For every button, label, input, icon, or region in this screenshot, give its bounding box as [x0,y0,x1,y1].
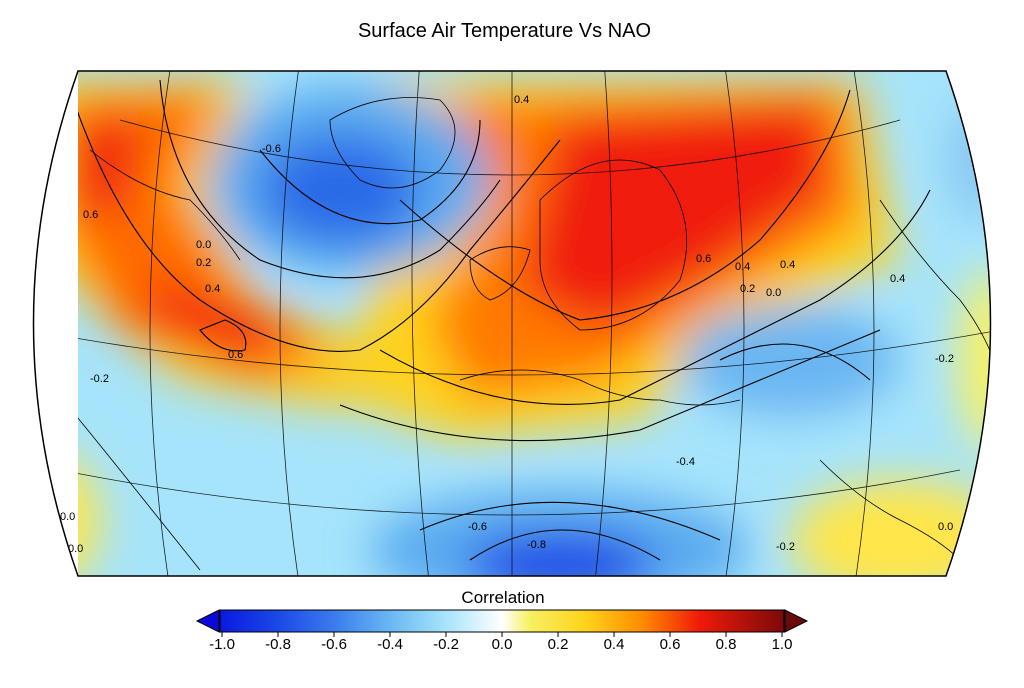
contour-label: 0.2 [196,257,211,269]
colorbar-tick-label: 0.0 [491,636,513,653]
contour-label: 0.0 [938,521,953,533]
colorbar-tick-label: -0.8 [265,636,291,653]
colorbar-tick-label: -0.6 [321,636,347,653]
colorbar-gradient [219,609,785,633]
contour-label: -0.2 [776,541,795,553]
contour-label: -0.2 [90,373,109,385]
map-frame [32,70,992,577]
colorbar-tick-label: 0.4 [603,636,625,653]
colorbar-tick-label: -1.0 [209,636,235,653]
contour-label: 0.6 [696,253,711,265]
contour-label: 0.4 [205,283,220,295]
colorbar-tick-label: -0.4 [377,636,403,653]
contour-label-group: 0.4 0.6 0.6 -0.6 0.0 0.2 0.4 -0.2 0.0 0.… [60,94,954,555]
colorbar-extend-low [195,609,220,633]
contour-label: 0.0 [68,543,83,555]
colorbar-tick-label: 1.0 [771,636,793,653]
contour-label: 0.0 [766,287,781,299]
contour-label: 0.4 [890,273,905,285]
contour-label: 0.4 [735,261,750,273]
colorbar-tick-label: 0.2 [547,636,569,653]
map-title: Surface Air Temperature Vs NAO [357,20,652,42]
colorbar-extend-high [784,609,809,633]
contour-label: 0.4 [780,259,795,271]
contour-label: 0.0 [60,511,75,523]
contour-label: 0.6 [228,349,243,361]
contour-label: 0.0 [196,239,211,251]
contour-label: 0.4 [514,94,529,106]
graticule [33,71,991,576]
colorbar-title: Correlation [461,588,545,607]
contour-label: -0.8 [527,539,546,551]
contour-lines [69,79,931,561]
contour-label: 0.6 [83,209,98,221]
contour-label: -0.2 [935,353,954,365]
colorbar-tick-label: 0.6 [659,636,681,653]
contour-label: 0.2 [740,283,755,295]
colorbar-tick-label: -0.2 [433,636,459,653]
colorbar-tick-label: 0.8 [715,636,737,653]
contour-label: -0.6 [262,143,281,155]
contour-label: -0.6 [468,521,487,533]
colorbar [195,609,809,637]
contour-label: -0.4 [676,456,695,468]
